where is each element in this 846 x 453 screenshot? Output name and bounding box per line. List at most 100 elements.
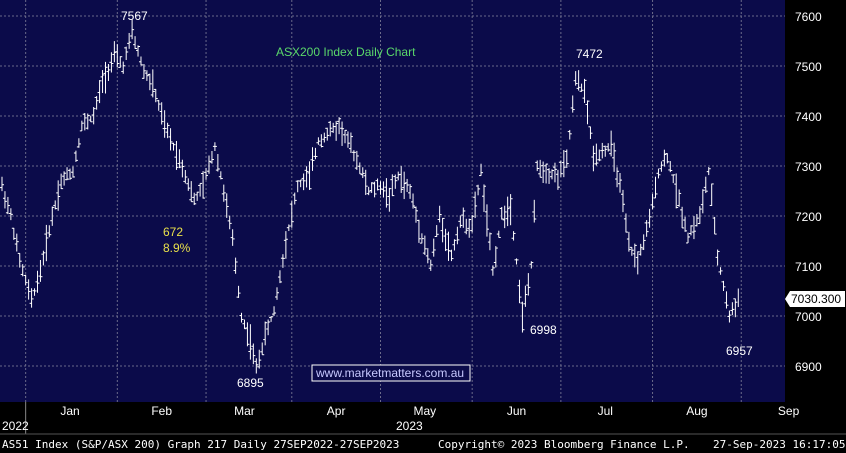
- price-bar: [35, 270, 40, 293]
- price-bar: [434, 225, 439, 237]
- price-bar: [79, 120, 84, 132]
- price-bar: [230, 229, 235, 246]
- price-bar: [292, 192, 297, 205]
- price-bar: [467, 218, 472, 238]
- price-bar: [721, 280, 726, 292]
- price-bar: [68, 168, 73, 180]
- price-bar: [85, 113, 90, 130]
- price-bar: [588, 126, 593, 140]
- price-bar: [289, 201, 294, 228]
- price-bar: [307, 161, 312, 190]
- price-bar: [597, 149, 602, 162]
- price-bar: [452, 239, 457, 251]
- price-bar: [47, 225, 52, 238]
- price-bar: [529, 261, 534, 269]
- price-bar: [38, 259, 43, 282]
- price-bar: [405, 178, 410, 192]
- price-bar: [251, 343, 256, 365]
- price-bar: [82, 112, 87, 131]
- price-bar: [62, 171, 67, 186]
- x-tick-label: Jul: [598, 404, 613, 418]
- y-tick-label: 7400: [795, 110, 822, 124]
- price-bar: [659, 161, 664, 172]
- annotation-high-2: 7472: [576, 47, 603, 61]
- price-bar: [97, 80, 102, 104]
- price-bar: [402, 171, 407, 200]
- price-bar: [109, 52, 114, 73]
- price-bar: [165, 122, 170, 139]
- price-bar: [455, 226, 460, 245]
- price-bar: [573, 71, 578, 86]
- price-bar: [150, 69, 155, 98]
- price-bar: [144, 70, 149, 81]
- price-bar: [538, 159, 543, 178]
- price-bar: [523, 285, 528, 307]
- price-bar: [508, 194, 513, 226]
- price-bar: [609, 130, 614, 157]
- price-bar: [357, 162, 362, 175]
- price-bar: [641, 234, 646, 250]
- price-bar: [422, 235, 427, 255]
- price-bar: [730, 302, 735, 315]
- price-bar: [26, 279, 31, 300]
- price-bar: [591, 145, 596, 172]
- price-bar: [674, 173, 679, 209]
- price-bars: [0, 19, 739, 374]
- price-bar: [585, 100, 590, 125]
- price-bar: [387, 187, 392, 212]
- xaxis-background: [0, 402, 846, 453]
- price-bar: [629, 246, 634, 256]
- y-tick-label: 7100: [795, 260, 822, 274]
- price-bar: [390, 174, 395, 197]
- price-bar: [470, 214, 475, 233]
- price-bar: [260, 342, 265, 356]
- price-bar: [65, 167, 70, 181]
- price-bar: [115, 44, 120, 68]
- price-bar: [683, 216, 688, 232]
- x-tick-label: Jun: [507, 404, 526, 418]
- price-bar: [694, 213, 699, 227]
- price-bar: [189, 181, 194, 203]
- price-bar: [215, 154, 220, 172]
- price-bar: [50, 206, 55, 226]
- price-bar: [348, 132, 353, 153]
- price-bar: [558, 160, 563, 177]
- price-bar: [476, 184, 481, 196]
- price-bar: [304, 166, 309, 188]
- x-tick-label: Mar: [234, 404, 255, 418]
- price-bar: [0, 176, 4, 192]
- price-bar: [227, 215, 232, 230]
- price-bar: [697, 206, 702, 225]
- price-bar: [17, 252, 22, 268]
- price-bar: [541, 161, 546, 184]
- price-bar: [100, 70, 105, 94]
- price-bar: [340, 121, 345, 146]
- price-bar: [363, 169, 368, 196]
- price-bar: [662, 149, 667, 167]
- price-bar: [437, 205, 442, 223]
- footer-center: Copyright© 2023 Bloomberg Finance L.P.: [438, 438, 690, 451]
- last-price-tag: 7030.300: [785, 291, 845, 307]
- price-bar: [153, 88, 158, 103]
- price-bar: [384, 178, 389, 208]
- price-bar: [275, 287, 280, 300]
- price-bar: [499, 207, 504, 220]
- price-bar: [411, 193, 416, 209]
- price-bar: [70, 166, 75, 178]
- annotation-move-pct: 8.9%: [163, 241, 191, 255]
- price-bar: [665, 153, 670, 164]
- price-bar: [458, 215, 463, 228]
- price-bar: [313, 147, 318, 160]
- price-bar: [41, 250, 46, 266]
- price-bar: [168, 128, 173, 151]
- price-bar: [366, 186, 371, 196]
- y-tick-label: 7500: [795, 60, 822, 74]
- price-bar: [103, 61, 108, 94]
- price-bar: [138, 56, 143, 66]
- price-bar: [257, 349, 262, 369]
- price-bar: [337, 117, 342, 135]
- price-bar: [653, 176, 658, 199]
- price-bar: [248, 324, 253, 360]
- price-bar: [473, 191, 478, 219]
